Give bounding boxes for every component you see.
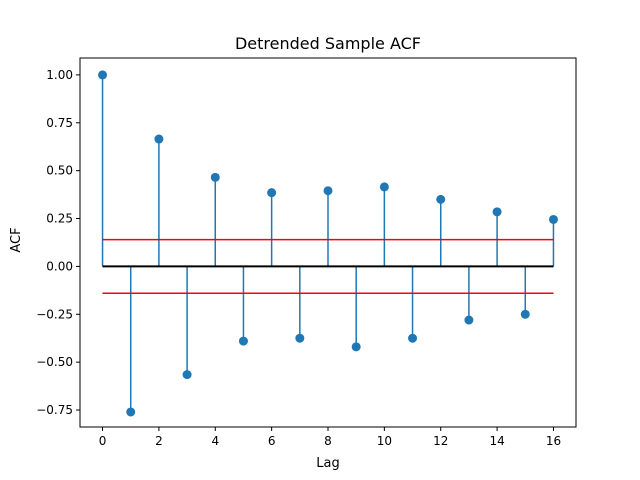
stem-marker bbox=[267, 188, 277, 198]
y-tick-label: 0.00 bbox=[46, 259, 73, 273]
x-tick-label: 4 bbox=[211, 434, 219, 448]
x-tick-label: 0 bbox=[99, 434, 107, 448]
stem-marker bbox=[323, 186, 333, 196]
stem-marker bbox=[548, 214, 558, 224]
chart-title: Detrended Sample ACF bbox=[235, 34, 421, 53]
y-tick-label: 0.75 bbox=[46, 116, 73, 130]
y-tick-label: −0.75 bbox=[36, 403, 73, 417]
x-tick-label: 12 bbox=[433, 434, 448, 448]
y-axis-label: ACF bbox=[9, 227, 24, 252]
y-tick-label: 0.25 bbox=[46, 212, 73, 226]
plot-area bbox=[98, 70, 558, 417]
y-tick-label: 1.00 bbox=[46, 68, 73, 82]
stem-marker bbox=[436, 194, 446, 204]
y-tick-label: −0.50 bbox=[36, 355, 73, 369]
stem-marker bbox=[154, 134, 164, 144]
stem-marker bbox=[379, 182, 389, 192]
y-tick-label: −0.25 bbox=[36, 307, 73, 321]
x-axis-label: Lag bbox=[316, 456, 339, 471]
stem-marker bbox=[126, 407, 136, 417]
stem-marker bbox=[408, 333, 418, 343]
stem-marker bbox=[295, 333, 305, 343]
y-tick-label: 0.50 bbox=[46, 164, 73, 178]
x-tick-label: 2 bbox=[155, 434, 163, 448]
x-tick-label: 14 bbox=[489, 434, 504, 448]
stem-marker bbox=[492, 207, 502, 217]
stem-marker bbox=[464, 315, 474, 325]
stem-marker bbox=[98, 70, 108, 80]
stem-marker bbox=[238, 336, 248, 346]
x-tick-label: 6 bbox=[268, 434, 276, 448]
stem-marker bbox=[520, 309, 530, 319]
x-tick-label: 8 bbox=[324, 434, 332, 448]
axes: 0 2 4 6 8 10 12 14 16 −0.75 −0.50 −0.25 0.00 0.25 0.50… bbox=[36, 57, 577, 448]
stem-marker bbox=[351, 342, 361, 352]
stem-marker bbox=[210, 172, 220, 182]
stem-marker bbox=[182, 370, 192, 380]
x-tick-label: 16 bbox=[546, 434, 561, 448]
x-tick-label: 10 bbox=[377, 434, 392, 448]
